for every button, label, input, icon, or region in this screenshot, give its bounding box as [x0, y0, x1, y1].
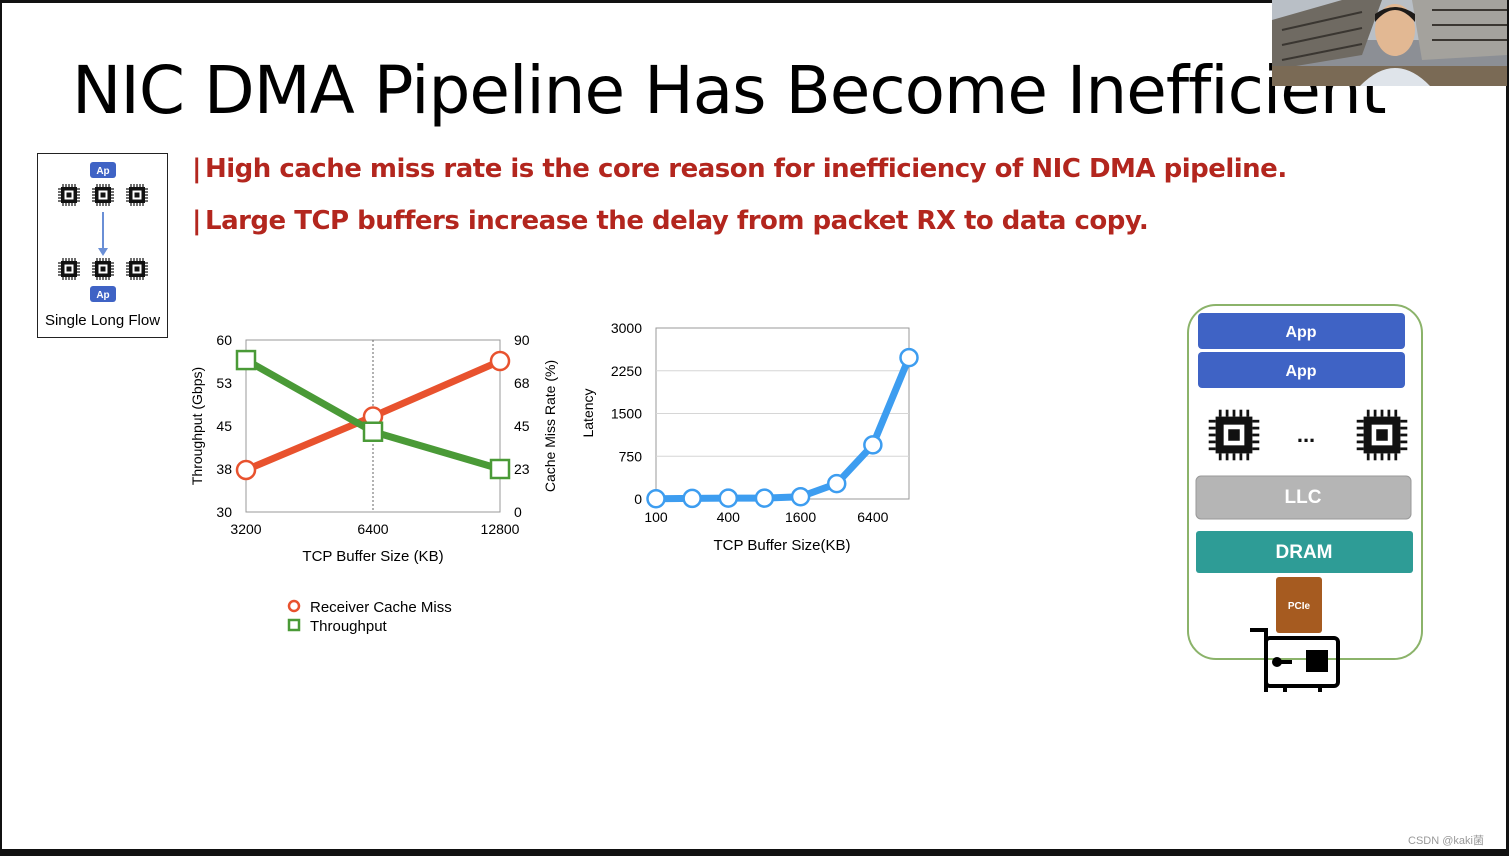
frame-left [0, 0, 2, 856]
bullet-2-text: Large TCP buffers increase the delay fro… [205, 206, 1149, 236]
llc-label: LLC [1285, 487, 1322, 508]
y2-tick-label: 90 [514, 332, 530, 348]
throughput-point [235, 349, 257, 371]
bullet-2: | Large TCP buffers increase the delay fr… [192, 206, 1149, 236]
y-tick-label: 53 [216, 375, 232, 391]
y-tick-label: 1500 [611, 406, 642, 422]
latency-chart: 0 750 1500 2250 3000 100 400 1600 6400 TCP Buff… [580, 320, 919, 554]
app-label-bottom: Ap [96, 290, 109, 301]
flow-caption: Single Long Flow [44, 312, 161, 329]
throughput-point [489, 458, 511, 480]
y-tick-label: 30 [216, 504, 232, 520]
cpu-chip-icon [91, 183, 115, 207]
bullet-marker: | [192, 206, 202, 236]
cpu-chip-icon [1207, 408, 1261, 462]
app-label: App [1285, 363, 1316, 380]
cpu-chip-icon [57, 257, 81, 281]
y2-tick-label: 23 [514, 461, 530, 477]
cache-miss-point [235, 459, 257, 481]
x-axis-label: TCP Buffer Size(KB) [714, 537, 851, 554]
frame-top [0, 0, 1509, 3]
cpu-chip-icon [125, 257, 149, 281]
x-tick-label: 12800 [481, 521, 520, 537]
pcie-box [1276, 577, 1322, 633]
dram-box [1196, 531, 1413, 573]
x-tick-label: 6400 [357, 521, 388, 537]
architecture-diagram: App App ... LLC DRAM PCIe [1187, 304, 1423, 692]
cpu-chip-icon [125, 183, 149, 207]
frame-right [1506, 0, 1509, 856]
y2-tick-label: 45 [514, 418, 530, 434]
app-box-bottom [90, 286, 116, 302]
latency-point [646, 488, 666, 509]
latency-point [863, 435, 883, 455]
x-tick-label: 3200 [230, 521, 261, 537]
throughput-point [362, 421, 384, 442]
legend-label-throughput: Throughput [310, 618, 388, 635]
x-tick-label: 1600 [785, 509, 816, 525]
llc-box [1195, 475, 1412, 520]
legend-marker-throughput [287, 618, 301, 632]
y-tick-label: 3000 [611, 320, 642, 336]
app-label: App [1285, 324, 1316, 341]
cpu-chip-icon [57, 183, 81, 207]
y2-tick-label: 68 [514, 375, 530, 391]
app-box [1198, 313, 1405, 349]
y-tick-label: 38 [216, 461, 232, 477]
legend-marker-cache-miss [287, 599, 301, 613]
bullet-marker: | [192, 154, 202, 184]
cpu-chip-icon [1355, 408, 1409, 462]
flow-diagram-svg: Ap Ap [57, 162, 149, 302]
pcie-label: PCIe [1288, 601, 1311, 612]
single-long-flow-diagram: Ap Ap Single Long Flow [37, 153, 168, 338]
ellipsis-label: ... [1297, 422, 1315, 447]
y2-tick-label: 0 [514, 504, 522, 520]
watermark: CSDN @kaki菌 [1408, 835, 1484, 847]
cpu-chip-icon [91, 257, 115, 281]
y-tick-label: 750 [619, 448, 643, 464]
legend-label-cache-miss: Receiver Cache Miss [310, 599, 452, 616]
latency-point [899, 347, 919, 368]
throughput-cachemiss-chart: 30 38 45 53 60 0 23 45 68 90 3200 6400 12800 TCP B… [189, 332, 558, 635]
flow-arrowhead-icon [98, 248, 108, 256]
latency-point [718, 488, 739, 508]
y-tick-label: 45 [216, 418, 232, 434]
bullet-1-text: High cache miss rate is the core reason … [205, 154, 1287, 184]
nic-card-icon [1250, 628, 1340, 692]
dram-label: DRAM [1276, 542, 1333, 563]
x-tick-label: 6400 [857, 509, 888, 525]
y-axis-label: Latency [580, 388, 596, 437]
latency-point [790, 486, 811, 507]
y-tick-label: 2250 [611, 363, 642, 379]
webcam-overlay [1272, 0, 1507, 86]
x-tick-label: 100 [644, 509, 668, 525]
x-axis-label: TCP Buffer Size (KB) [302, 548, 443, 565]
latency-point [682, 488, 702, 509]
latency-point [754, 488, 775, 508]
cache-miss-point [489, 350, 511, 372]
latency-point [826, 473, 847, 494]
latency-line [655, 356, 913, 503]
y2-axis-label: Cache Miss Rate (%) [542, 360, 558, 492]
x-tick-label: 400 [717, 509, 741, 525]
slide-title: NIC DMA Pipeline Has Become Inefficient [72, 52, 1387, 129]
legend: Receiver Cache Miss Throughput [287, 599, 452, 635]
app-box [1198, 352, 1405, 388]
y-tick-label: 60 [216, 332, 232, 348]
frame-bottom [0, 849, 1509, 856]
app-box-top [90, 162, 116, 178]
app-label-top: Ap [96, 166, 109, 177]
y-axis-label: Throughput (Gbps) [189, 367, 205, 485]
bullet-1: | High cache miss rate is the core reason… [192, 154, 1287, 184]
webcam-feed-image [1272, 0, 1507, 86]
y-tick-label: 0 [634, 491, 642, 507]
